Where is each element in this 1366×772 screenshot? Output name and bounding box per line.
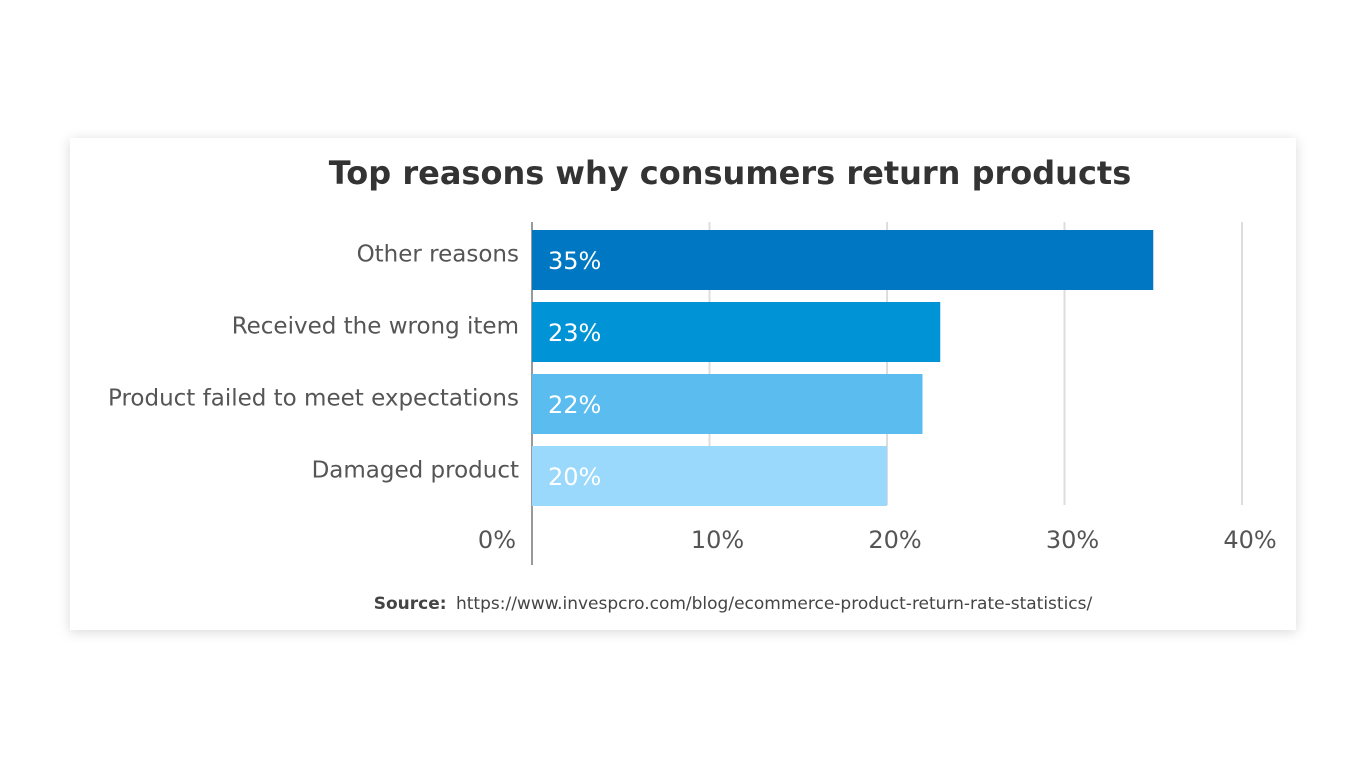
bar [532, 446, 887, 506]
x-tick-label: 40% [1223, 526, 1276, 554]
bar [532, 302, 941, 362]
y-tick-label: Damaged product [312, 458, 519, 484]
value-label: 23% [548, 319, 601, 347]
x-tick-label: 10% [691, 526, 744, 554]
bar [532, 230, 1154, 290]
y-tick-label: Other reasons [357, 242, 519, 268]
y-tick-label: Received the wrong item [232, 314, 519, 340]
chart-title: Top reasons why consumers return product… [329, 154, 1132, 192]
value-label: 35% [548, 247, 601, 275]
source-text: https://www.invespcro.com/blog/ecommerce… [456, 594, 1093, 614]
bar [532, 374, 923, 434]
x-tick-label: 0% [478, 526, 516, 554]
source-label: Source: [374, 594, 447, 614]
source: Source: https://www.invespcro.com/blog/e… [374, 594, 1093, 614]
x-tick-label: 30% [1046, 526, 1099, 554]
x-tick-label: 20% [868, 526, 921, 554]
value-label: 22% [548, 391, 601, 419]
value-label: 20% [548, 463, 601, 491]
y-tick-label: Product failed to meet expectations [108, 386, 519, 412]
